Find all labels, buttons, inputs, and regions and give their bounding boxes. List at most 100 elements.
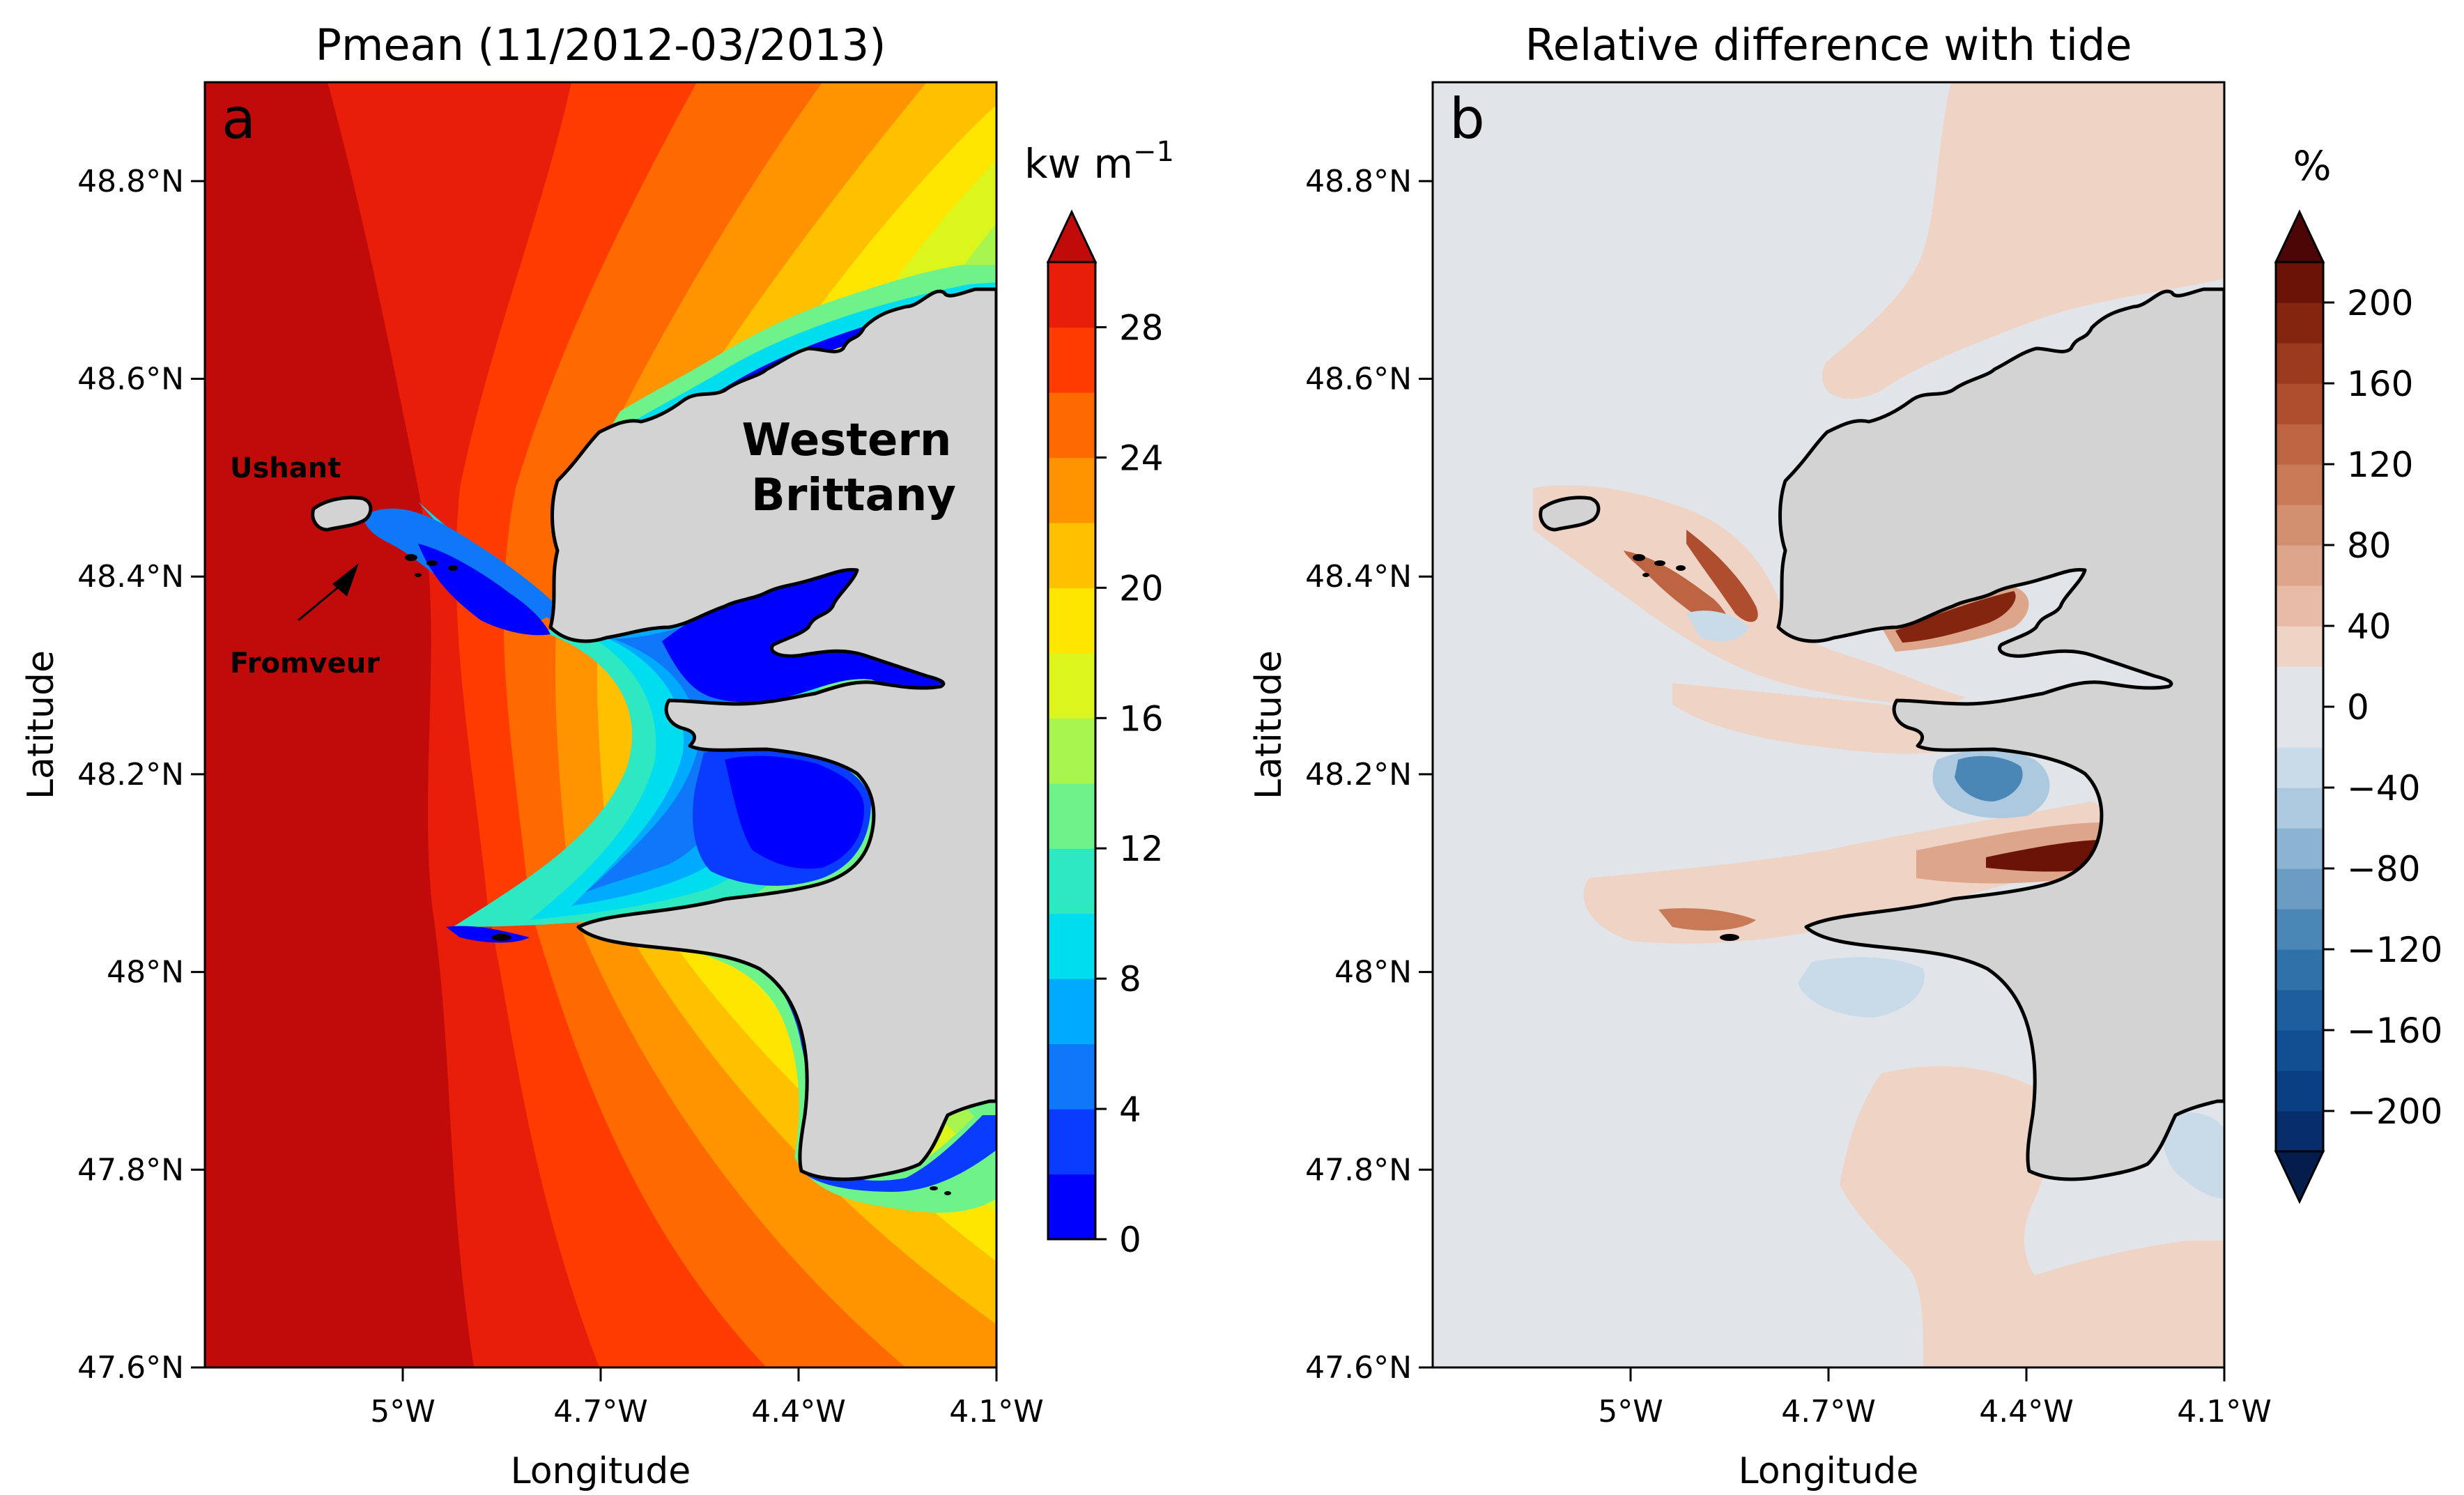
colorbar-a-segment — [1048, 588, 1095, 654]
colorbar-b-segment — [2276, 505, 2323, 546]
panel-a-xtick-label: 4.7°W — [553, 1394, 647, 1429]
hotspot-b-sein — [1658, 908, 1756, 931]
colorbar-a-tick-label: 16 — [1119, 698, 1164, 739]
colorbar-b-segment — [2276, 424, 2323, 465]
panel-b-map — [1433, 82, 2224, 1367]
panel-b-ytick-label: 48.2°N — [1305, 757, 1412, 792]
panel-b-xtick-label: 4.4°W — [1979, 1394, 2073, 1429]
colorbar-b-tick-label: −80 — [2347, 849, 2421, 889]
colorbar-b-tick-label: 200 — [2347, 283, 2413, 323]
colorbar-b-segment — [2276, 302, 2323, 344]
molene-islands-b — [1633, 554, 1686, 577]
panel-b-xtick-label: 5°W — [1598, 1394, 1663, 1429]
colorbar-b-tick-label: −200 — [2347, 1091, 2442, 1132]
sein-island-b — [1720, 934, 1739, 941]
colorbar-b-tick-label: 80 — [2347, 526, 2392, 566]
colorbar-b-tick-label: 120 — [2347, 445, 2413, 485]
panel-b-ytick-label: 47.8°N — [1305, 1152, 1412, 1188]
colorbar-b-extend-min — [2274, 1150, 2325, 1204]
colorbar-a-segment — [1048, 1174, 1095, 1240]
panel-a-xtick-label: 4.4°W — [751, 1394, 845, 1429]
colorbar-b-segment — [2276, 828, 2323, 869]
panel-a-ytick-label: 48.4°N — [77, 559, 184, 595]
panel-a-xtick-label: 4.1°W — [949, 1394, 1043, 1429]
colorbar-b-extend-max — [2274, 209, 2325, 263]
colorbar-b-segment — [2276, 1111, 2323, 1152]
colorbar-b-segment — [2276, 1030, 2323, 1071]
colorbar-b-segment — [2276, 262, 2323, 303]
colorbar-a-tick-label: 24 — [1119, 438, 1164, 478]
region-label-line1: Western — [742, 415, 952, 466]
panel-b-label: b — [1449, 86, 1485, 151]
panel-a-ytick-label: 48°N — [107, 955, 184, 990]
colorbar-b-segment — [2276, 545, 2323, 586]
colorbar-b-segment — [2276, 343, 2323, 384]
fromveur-arrow-head — [332, 563, 359, 597]
colorbar-b-tick-label: −160 — [2347, 1011, 2442, 1051]
colorbar-b-unit: % — [2293, 142, 2331, 190]
land-a — [548, 287, 996, 1181]
panel-b-xlabel: Longitude — [1739, 1450, 1919, 1492]
colorbar-b-segment — [2276, 464, 2323, 505]
colorbar-a-segment — [1048, 1109, 1095, 1175]
colorbar-a-tick-label: 20 — [1119, 568, 1164, 608]
colorbar-b-segment — [2276, 990, 2323, 1031]
colorbar-b-tick-label: 0 — [2347, 687, 2369, 728]
panel-a-map — [205, 82, 996, 1367]
panel-a-xtick-label: 5°W — [370, 1394, 436, 1429]
fromveur-label: Fromveur — [230, 647, 380, 680]
colorbar-a-segment — [1048, 262, 1095, 328]
ushant-label: Ushant — [230, 452, 341, 484]
plume-b-north — [1822, 82, 2224, 399]
colorbar-b-tick-label: 40 — [2347, 606, 2392, 647]
panel-a-title: Pmean (11/2012-03/2013) — [316, 20, 886, 70]
land-b — [1776, 287, 2224, 1181]
panel-b-ytick-label: 47.6°N — [1305, 1350, 1412, 1386]
colorbar-a-segment — [1048, 783, 1095, 849]
coldspot-b-south — [2162, 1112, 2224, 1199]
panel-a-ytick-label: 47.8°N — [77, 1152, 184, 1188]
panel-b-ytick-label: 48°N — [1334, 955, 1412, 990]
colorbar-b-tick-label: −40 — [2347, 768, 2421, 808]
panel-a: Pmean (11/2012-03/2013) — [20, 20, 1174, 1492]
panel-a-ylabel: Latitude — [20, 650, 62, 799]
hotspot-b-brest — [1895, 591, 2016, 643]
panel-b-ytick-label: 48.6°N — [1305, 362, 1412, 397]
colorbar-b: 200 160 120 80 40 0 −40 −80 −120 −160 −200 — [2274, 209, 2442, 1204]
colorbar-a-segment — [1048, 848, 1095, 914]
colorbar-a-tick-label: 0 — [1119, 1220, 1141, 1260]
glenan-islands-a — [930, 1186, 951, 1195]
panel-a-ytick-label: 47.6°N — [77, 1350, 184, 1386]
panel-a-ytick-label: 48.2°N — [77, 757, 184, 792]
colorbar-a-segment — [1048, 979, 1095, 1045]
coldspot-b-ushant — [1686, 611, 1749, 641]
colorbar-a: 0 4 8 12 16 20 24 28 — [1046, 209, 1164, 1260]
panel-b-xtick-label: 4.1°W — [2177, 1394, 2271, 1429]
coldspot-b-douarnenez — [1955, 756, 2023, 802]
plume-b-south — [1840, 1066, 2224, 1367]
colorbar-a-unit-base: kw m — [1024, 140, 1133, 187]
ushant-island-b — [1539, 496, 1601, 532]
sein-island-a — [492, 934, 511, 941]
panel-a-ytick-label: 48.8°N — [77, 164, 184, 199]
colorbar-b-segment — [2276, 1071, 2323, 1112]
colorbar-a-extend-max — [1046, 209, 1098, 263]
colorbar-a-tick-label: 4 — [1119, 1089, 1141, 1130]
colorbar-b-segment — [2276, 949, 2323, 990]
colorbar-b-segment — [2276, 383, 2323, 424]
region-label-line2: Brittany — [751, 470, 956, 521]
colorbar-a-segment — [1048, 1043, 1095, 1110]
band-a-douarnenez-2 — [725, 756, 864, 869]
colorbar-b-tick-label: 160 — [2347, 364, 2413, 404]
panel-b-ytick-label: 48.4°N — [1305, 559, 1412, 595]
panel-a-axes: 5°W 4.7°W 4.4°W 4.1°W 48.8°N 48.6°N 48.4°N 48.2… — [77, 164, 1044, 1429]
colorbar-b-segment — [2276, 909, 2323, 950]
panel-b-title: Relative difference with tide — [1525, 20, 2132, 70]
colorbar-b-segment — [2276, 788, 2323, 829]
colorbar-a-segment — [1048, 522, 1095, 588]
colorbar-a-unit-sup: −1 — [1133, 136, 1174, 168]
colorbar-a-tick-label: 12 — [1119, 829, 1164, 869]
colorbar-a-segment — [1048, 392, 1095, 458]
colorbar-a-frame — [1047, 261, 1097, 1241]
